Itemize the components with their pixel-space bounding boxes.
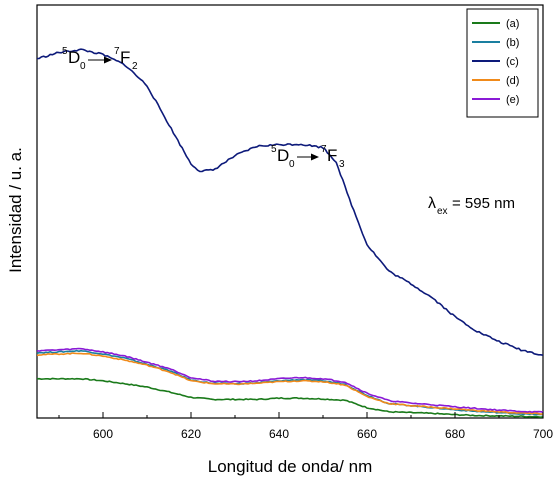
x-tick-label: 660 <box>357 427 377 441</box>
legend-box <box>466 8 539 118</box>
x-tick-label: 680 <box>445 427 465 441</box>
svg-text:F: F <box>327 146 337 165</box>
svg-text:7: 7 <box>321 144 327 155</box>
legend-label: (b) <box>506 37 519 49</box>
svg-text:7: 7 <box>114 46 120 57</box>
legend-label: (a) <box>506 18 519 30</box>
svg-text:D: D <box>277 146 289 165</box>
series-line-c <box>36 48 544 356</box>
x-axis-title: Longitud de onda/ nm <box>208 457 372 476</box>
legend-label: (c) <box>506 56 519 68</box>
x-tick-label: 640 <box>269 427 289 441</box>
svg-text:F: F <box>120 48 130 67</box>
svg-text:λ: λ <box>428 195 436 212</box>
svg-text:2: 2 <box>132 61 138 72</box>
svg-text:D: D <box>68 48 80 67</box>
legend-entries: (a) (b) (c) (d) (e) <box>472 18 519 106</box>
y-axis-title: Intensidad / u. a. <box>6 147 25 273</box>
series-layer <box>36 48 544 419</box>
series-line-b <box>36 349 544 416</box>
svg-text:3: 3 <box>339 159 345 170</box>
plot-frame <box>36 4 544 419</box>
series-line-e <box>36 347 544 414</box>
series-line-d <box>36 352 544 415</box>
x-tick-label: 620 <box>181 427 201 441</box>
legend-label: (d) <box>506 75 519 87</box>
svg-text:0: 0 <box>80 61 86 72</box>
svg-text:0: 0 <box>289 159 295 170</box>
transition-label-f3: 5 D 0 7 F 3 <box>271 144 345 170</box>
transition-arrowhead <box>104 56 112 64</box>
excitation-label: λ ex = 595 nm <box>428 195 515 217</box>
svg-text:= 595 nm: = 595 nm <box>452 195 515 212</box>
x-tick-label: 600 <box>93 427 113 441</box>
svg-text:ex: ex <box>437 206 448 217</box>
svg-text:5: 5 <box>62 46 68 57</box>
series-line-a <box>36 377 544 419</box>
transition-label-f2: 5 D 0 7 F 2 <box>62 46 138 72</box>
x-tick-label: 700 <box>533 427 553 441</box>
legend: (a) (b) (c) (d) (e) <box>466 8 539 118</box>
legend-label: (e) <box>506 94 519 106</box>
svg-text:5: 5 <box>271 144 277 155</box>
x-axis-ticks: 600 620 640 660 680 700 <box>58 412 553 441</box>
transition-arrowhead <box>311 153 319 161</box>
